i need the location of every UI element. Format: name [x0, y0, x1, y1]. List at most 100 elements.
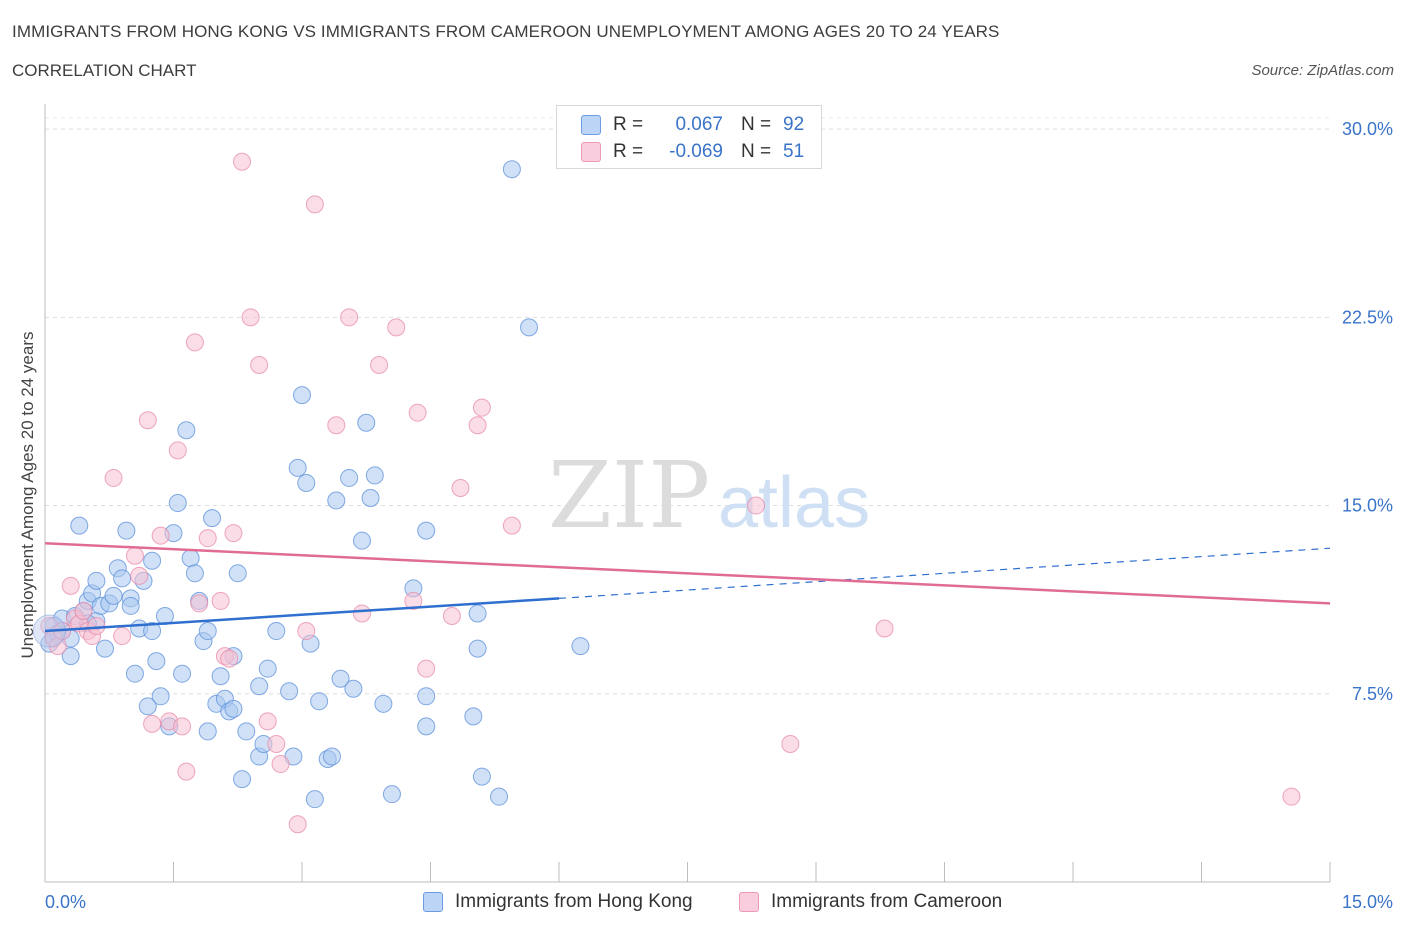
data-point — [224, 699, 243, 718]
bottom-legend-cameroon: Immigrants from Cameroon — [739, 890, 1002, 914]
data-point — [571, 637, 590, 656]
data-point — [203, 509, 222, 528]
series-cameroon — [40, 152, 1301, 834]
data-point — [168, 441, 187, 460]
data-point — [288, 458, 307, 477]
data-point — [258, 712, 277, 731]
watermark: ZIP atlas — [548, 442, 870, 549]
data-point — [181, 549, 200, 568]
data-point — [250, 356, 269, 375]
data-point — [417, 659, 436, 678]
data-point — [1282, 787, 1301, 806]
data-point — [370, 356, 389, 375]
r-value: -0.069 — [669, 141, 723, 162]
data-point — [211, 591, 230, 610]
data-points — [32, 152, 1301, 834]
trend-line-hong-kong — [44, 597, 560, 633]
data-point — [70, 516, 89, 535]
data-point — [138, 697, 157, 716]
bottom-legend-swatch-pink — [739, 892, 759, 912]
data-point — [233, 770, 252, 789]
data-point — [502, 516, 521, 535]
data-point — [237, 722, 256, 741]
data-point — [305, 790, 324, 809]
data-point — [130, 566, 149, 585]
data-point — [117, 521, 136, 540]
data-point — [198, 722, 217, 741]
data-point — [305, 195, 324, 214]
data-point — [374, 694, 393, 713]
data-point — [198, 622, 217, 641]
data-point — [177, 762, 196, 781]
data-point — [143, 551, 162, 570]
data-point — [173, 664, 192, 683]
data-point — [87, 571, 106, 590]
data-point — [340, 468, 359, 487]
data-point — [365, 466, 384, 485]
data-point — [143, 714, 162, 733]
data-point — [468, 639, 487, 658]
data-point — [233, 152, 252, 171]
data-point — [151, 687, 170, 706]
y-axis-label: Unemployment Among Ages 20 to 24 years — [18, 332, 37, 659]
data-point — [451, 478, 470, 497]
data-point — [327, 491, 346, 510]
data-point — [121, 596, 140, 615]
legend-row-cameroon: R = -0.069 N = 51 — [581, 140, 804, 164]
data-point — [472, 398, 491, 417]
y-tick-label: 30.0% — [1342, 119, 1393, 139]
data-point — [340, 308, 359, 327]
watermark-atlas: atlas — [718, 463, 870, 543]
data-point — [224, 524, 243, 543]
watermark-zip: ZIP — [548, 442, 710, 549]
stats-legend: R = 0.067 N = 92 R = -0.069 N = 51 — [556, 105, 822, 169]
data-point — [293, 386, 311, 405]
data-point — [297, 622, 316, 641]
y-tick-label: 15.0% — [1342, 496, 1393, 516]
bottom-legend-label: Immigrants from Hong Kong — [455, 891, 693, 912]
data-point — [468, 416, 487, 435]
data-point — [297, 473, 316, 492]
data-point — [250, 677, 269, 696]
r-label: R = — [613, 141, 644, 162]
data-point — [147, 652, 166, 671]
data-point — [185, 333, 204, 352]
data-point — [228, 564, 247, 583]
data-point — [322, 747, 341, 766]
data-point — [361, 489, 380, 508]
data-point — [352, 531, 371, 550]
data-point — [211, 667, 230, 686]
data-point — [151, 526, 170, 545]
data-point — [387, 318, 406, 337]
data-point — [168, 494, 187, 513]
legend-row-hong-kong: R = 0.067 N = 92 — [581, 113, 804, 137]
legend-swatch-pink — [581, 142, 601, 162]
r-label: R = — [613, 114, 644, 135]
data-point — [173, 717, 192, 736]
data-point — [875, 619, 894, 638]
data-point — [464, 707, 483, 726]
data-point — [417, 521, 436, 540]
data-point — [781, 734, 800, 753]
tick-labels: 7.5% 15.0% 22.5% 30.0% 0.0% 15.0% — [45, 119, 1393, 912]
data-point — [74, 601, 93, 620]
data-point — [468, 604, 487, 623]
data-point — [185, 564, 204, 583]
n-label: N = — [741, 114, 772, 135]
data-point — [104, 468, 123, 487]
data-point — [95, 639, 114, 658]
data-point — [177, 421, 196, 440]
data-point — [113, 627, 132, 646]
data-point — [280, 682, 299, 701]
n-label: N = — [741, 141, 772, 162]
data-point — [125, 546, 144, 565]
data-point — [61, 647, 80, 666]
bottom-legend-swatch-blue — [423, 892, 443, 912]
data-point — [267, 622, 286, 641]
data-point — [417, 687, 436, 706]
data-point — [408, 403, 427, 422]
y-tick-label: 7.5% — [1352, 684, 1393, 704]
data-point — [442, 606, 461, 625]
data-point — [271, 755, 290, 774]
source-label: Source: ZipAtlas.com — [1251, 62, 1394, 79]
